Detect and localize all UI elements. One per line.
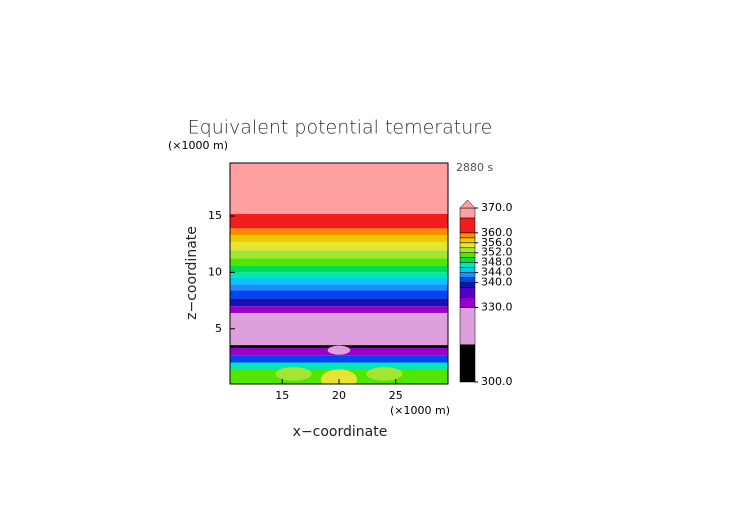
contour-band	[230, 298, 448, 307]
colorbar-label: 370.0	[481, 201, 513, 214]
colorbar-segment	[459, 297, 476, 308]
colorbar-segment	[459, 267, 476, 273]
contour-feature	[366, 367, 403, 381]
colorbar-label: 344.0	[481, 266, 513, 279]
chart-title: Equivalent potential temerature	[188, 117, 493, 139]
contour-band	[230, 312, 448, 346]
y-tick-label: 5	[215, 322, 222, 335]
time-label: 2880 s	[456, 161, 493, 174]
contour-band	[230, 362, 448, 371]
contour-band	[230, 272, 448, 279]
colorbar-segment	[459, 307, 476, 345]
colorbar-segment	[459, 262, 476, 268]
colorbar-segment	[459, 287, 476, 298]
colorbar-label: 300.0	[481, 375, 513, 388]
contour-band	[230, 290, 448, 299]
colorbar-segment	[459, 277, 476, 283]
colorbar-segment	[459, 247, 476, 253]
contour-band	[230, 355, 448, 363]
contour-band	[230, 213, 448, 229]
x-tick-label: 15	[275, 389, 289, 402]
colorbar-over	[459, 199, 476, 209]
colorbar-label: 348.0	[481, 256, 513, 269]
colorbar-segment	[459, 242, 476, 249]
colorbar-label: 356.0	[481, 236, 513, 249]
contour-band	[230, 235, 448, 242]
x-unit: (×1000 m)	[390, 404, 450, 417]
x-axis-label: x−coordinate	[293, 424, 388, 440]
contour-band	[230, 228, 448, 236]
colorbar-segment	[459, 232, 476, 239]
contour-band	[230, 163, 448, 214]
contour-feature	[275, 367, 312, 381]
colorbar-segment	[459, 252, 476, 258]
contour-feature	[320, 369, 358, 384]
y-unit: (×1000 m)	[168, 139, 228, 152]
colorbar-segment	[459, 257, 476, 263]
colorbar-segment	[459, 217, 476, 234]
contour-feature	[327, 345, 351, 355]
contour-band	[230, 284, 448, 291]
colorbar-segment	[459, 272, 476, 278]
x-tick-label: 20	[332, 389, 346, 402]
y-axis-label: z−coordinate	[184, 226, 200, 320]
contour-band	[230, 258, 448, 266]
field	[230, 163, 448, 384]
y-tick-label: 15	[208, 209, 222, 222]
contour-band	[230, 278, 448, 285]
colorbar-label: 340.0	[481, 276, 513, 289]
colorbar-segment	[459, 207, 476, 219]
contour-band	[230, 306, 448, 313]
y-tick-label: 10	[208, 265, 222, 278]
colorbar-label: 352.0	[481, 246, 513, 259]
colorbar-label: 360.0	[481, 226, 513, 239]
contour-band	[230, 265, 448, 273]
contour-band	[230, 241, 448, 251]
x-tick-label: 25	[389, 389, 403, 402]
colorbar-segment	[459, 282, 476, 288]
colorbar-label: 330.0	[481, 300, 513, 313]
contour-band	[230, 250, 448, 259]
colorbar-segment	[459, 344, 476, 383]
colorbar-segment	[459, 237, 476, 244]
